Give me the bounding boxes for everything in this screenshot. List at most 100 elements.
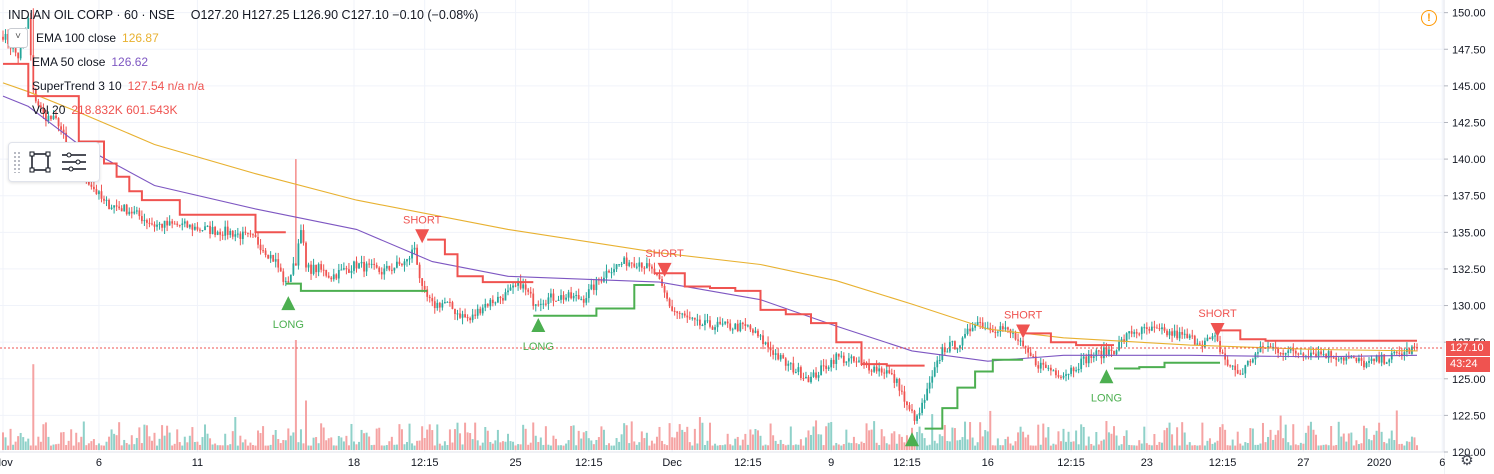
- candle-body: [47, 115, 50, 121]
- legend-row-ema100[interactable]: ˅ EMA 100 close 126.87: [8, 26, 478, 50]
- price-axis: 150.00 147.50 145.00 142.50 140.00 137.50 135.…: [1443, 0, 1494, 474]
- volume-bar: [661, 440, 664, 450]
- volume-bar: [443, 441, 446, 450]
- volume-bar: [1317, 445, 1320, 450]
- volume-bar: [1193, 445, 1196, 450]
- volume-bar: [352, 441, 355, 450]
- volume-bar: [297, 442, 300, 450]
- volume-bar: [411, 443, 414, 450]
- candle-body: [1075, 370, 1078, 372]
- candle-body: [486, 303, 489, 307]
- volume-bar: [582, 432, 585, 450]
- volume-bar: [857, 444, 860, 450]
- candle-body: [961, 337, 964, 346]
- candle-body: [1209, 337, 1211, 340]
- volume-bar: [1297, 445, 1300, 450]
- volume-bar: [1274, 434, 1277, 450]
- volume-bar: [279, 443, 282, 450]
- candle-body: [1358, 358, 1360, 362]
- volume-bar: [55, 444, 58, 450]
- symbol-title[interactable]: INDIAN OIL CORP · 60 · NSE: [8, 8, 175, 22]
- candle-body: [173, 223, 176, 225]
- volume-bar: [332, 445, 335, 450]
- volume-bar: [1130, 445, 1133, 450]
- volume-bar: [92, 439, 95, 450]
- candle-body: [214, 227, 216, 235]
- volume-bar: [219, 445, 222, 450]
- volume-bar: [936, 443, 939, 450]
- candle-body: [716, 321, 719, 328]
- volume-bar: [532, 422, 535, 450]
- candle-body: [1322, 354, 1325, 356]
- candle-body: [474, 314, 477, 316]
- gear-icon[interactable]: ⚙: [1460, 452, 1474, 469]
- chevron-down-icon[interactable]: ˅: [8, 28, 28, 48]
- candle-body: [948, 342, 951, 352]
- candle-body: [938, 359, 941, 361]
- candle-body: [976, 321, 979, 326]
- candle-body: [908, 405, 911, 410]
- volume-bar: [166, 425, 169, 450]
- rectangle-icon[interactable]: [25, 147, 55, 177]
- volume-bar: [113, 433, 116, 450]
- candle-body: [60, 126, 62, 130]
- list-settings-icon[interactable]: [59, 147, 89, 177]
- candle-body: [534, 304, 537, 306]
- volume-bar: [358, 441, 361, 450]
- candle-body: [133, 211, 136, 214]
- volume-bar: [451, 442, 454, 450]
- volume-bar: [810, 434, 812, 450]
- supertrend-segment-up: [1114, 361, 1220, 370]
- candle-body: [1085, 356, 1088, 364]
- volume-bar: [527, 444, 530, 450]
- candle-body: [719, 321, 721, 324]
- candle-body: [845, 361, 848, 363]
- volume-bar: [322, 427, 325, 450]
- price-label: 150.00: [1452, 8, 1486, 20]
- volume-bar: [847, 442, 850, 450]
- volume-bar: [507, 433, 509, 450]
- candle-body: [825, 365, 828, 369]
- candle-body: [1191, 335, 1194, 337]
- volume-bar: [1115, 435, 1118, 450]
- volume-bar: [1388, 438, 1391, 450]
- legend-row-volume[interactable]: Vol 20 218.832K 601.543K: [8, 98, 478, 122]
- candle-body: [1065, 374, 1067, 376]
- candle-body: [847, 358, 850, 362]
- candle-body: [1211, 336, 1214, 340]
- candle-body: [512, 285, 514, 288]
- legend-row-supertrend[interactable]: SuperTrend 3 10 127.54 n/a n/a: [8, 74, 478, 98]
- candle-body: [507, 290, 509, 293]
- candle-body: [259, 244, 262, 251]
- short-signal-label: SHORT: [1198, 308, 1237, 320]
- candle-body: [385, 265, 388, 269]
- candle-body: [587, 289, 590, 299]
- volume-bar: [67, 440, 70, 450]
- candle-body: [1123, 339, 1125, 343]
- volume-bar: [903, 442, 906, 450]
- volume-bar: [1024, 437, 1027, 450]
- volume-bar: [4, 437, 7, 450]
- candle-body: [613, 269, 615, 273]
- candle-body: [1108, 349, 1110, 355]
- legend-row-ema50[interactable]: EMA 50 close 126.62: [8, 50, 478, 74]
- candle-body: [178, 224, 181, 226]
- warning-icon[interactable]: !: [1421, 10, 1437, 26]
- candle-body: [1390, 353, 1393, 360]
- volume-bar: [1224, 429, 1227, 450]
- volume-bar: [827, 422, 830, 450]
- candle-body: [729, 323, 732, 330]
- time-label: 12:15: [575, 457, 603, 469]
- candle-body: [726, 321, 729, 324]
- volume-bar: [17, 436, 20, 450]
- candle-body: [1327, 351, 1330, 359]
- drag-handle[interactable]: [13, 151, 21, 173]
- volume-bar: [986, 431, 989, 450]
- volume-bar: [176, 429, 179, 450]
- volume-bar: [1234, 445, 1237, 450]
- volume-bar: [158, 438, 161, 450]
- volume-bar: [294, 340, 297, 450]
- candle-body: [524, 284, 527, 290]
- candle-body: [236, 233, 239, 235]
